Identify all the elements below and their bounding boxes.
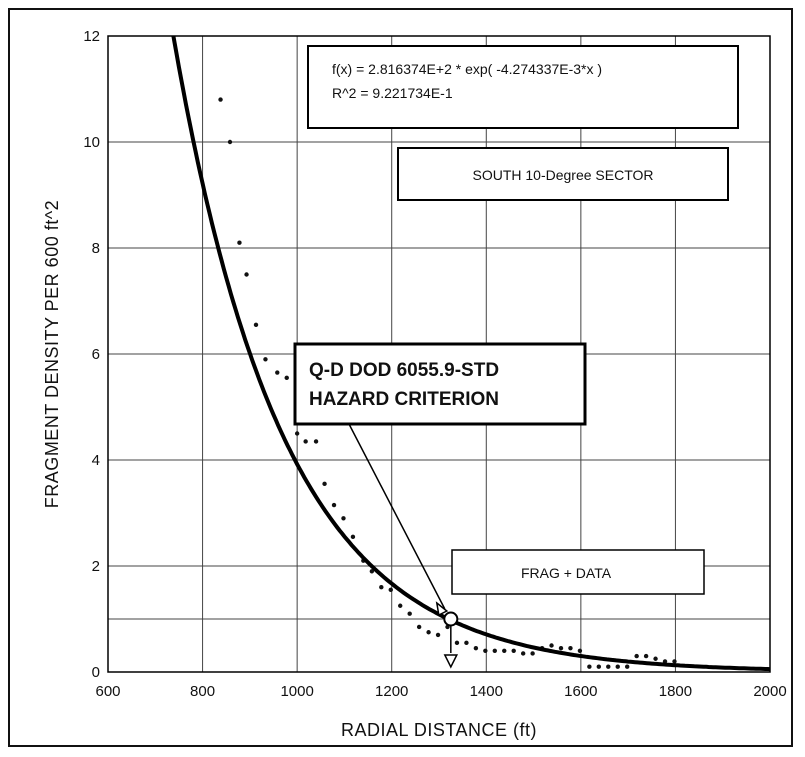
criterion-point <box>443 611 459 627</box>
data-point <box>369 569 375 574</box>
y-tick-label: 10 <box>83 134 100 151</box>
pointer-arrowhead-icon <box>435 601 449 617</box>
x-tick-label: 600 <box>95 683 120 700</box>
data-point <box>530 651 535 656</box>
legend-box <box>451 549 705 595</box>
data-point <box>643 653 649 659</box>
data-point <box>634 653 639 659</box>
data-point <box>275 370 280 375</box>
data-point <box>253 322 259 328</box>
x-tick-label: 1200 <box>375 683 408 700</box>
data-point <box>350 534 356 540</box>
data-point <box>492 648 497 653</box>
sector-label-box <box>397 147 729 201</box>
data-point <box>284 375 289 381</box>
fit-equation: f(x) = 2.816374E+2 * exp( -4.274337E-3*x… <box>332 61 602 77</box>
data-point <box>322 481 327 487</box>
plot-border <box>107 35 771 673</box>
data-point <box>237 240 242 245</box>
data-point <box>653 656 658 661</box>
data-point <box>568 645 573 651</box>
y-tick-label: 12 <box>83 28 100 45</box>
data-point <box>606 664 611 669</box>
x-tick-labels: 600 800 1000 1200 1400 1600 1800 2000 <box>95 683 786 700</box>
y-tick-labels: 0 2 4 6 8 10 12 <box>83 28 100 681</box>
data-point <box>549 643 554 648</box>
down-arrow-icon <box>443 654 459 669</box>
y-tick-label: 2 <box>92 558 100 575</box>
x-tick-label: 2000 <box>753 683 786 700</box>
data-point <box>426 630 431 635</box>
data-point <box>313 439 319 444</box>
data-point <box>558 645 564 651</box>
criterion-marker <box>435 601 459 669</box>
sector-label: SOUTH 10-Degree SECTOR <box>472 167 653 183</box>
fit-curve <box>171 36 770 672</box>
data-point <box>511 648 516 653</box>
figure-border <box>8 8 793 747</box>
data-point <box>407 611 412 616</box>
criterion-label-line2: HAZARD CRITERION <box>309 389 499 410</box>
y-tick-label: 4 <box>92 452 100 469</box>
data-point <box>379 585 384 590</box>
data-point <box>263 357 268 362</box>
data-point <box>341 516 346 521</box>
x-tick-label: 1400 <box>470 683 503 700</box>
data-point <box>596 664 602 669</box>
data-point <box>416 624 422 630</box>
y-tick-label: 6 <box>92 346 100 363</box>
criterion-label-line1: Q-D DOD 6055.9-STD <box>309 360 499 381</box>
y-axis-title: FRAGMENT DENSITY PER 600 ft^2 <box>42 200 62 508</box>
data-point <box>672 659 677 664</box>
data-point <box>294 431 300 436</box>
data-point <box>624 664 630 669</box>
criterion-pointer-line <box>348 423 446 610</box>
data-point <box>398 603 403 608</box>
data-point <box>502 648 507 653</box>
x-tick-label: 800 <box>190 683 215 700</box>
data-point <box>577 648 583 653</box>
criterion-label-box <box>293 342 587 426</box>
data-point <box>303 439 308 444</box>
x-tick-label: 1600 <box>564 683 597 700</box>
data-point <box>473 645 479 651</box>
data-point <box>388 587 393 593</box>
x-tick-label: 1000 <box>280 683 313 700</box>
data-point <box>227 139 233 145</box>
fit-r-squared: R^2 = 9.221734E-1 <box>332 85 453 101</box>
y-tick-label: 8 <box>92 240 100 257</box>
data-point <box>218 97 223 102</box>
data-point <box>435 632 441 638</box>
data-point <box>483 648 488 653</box>
data-point <box>244 272 249 277</box>
y-tick-label: 0 <box>92 664 100 681</box>
data-point <box>587 664 592 669</box>
equation-box <box>307 45 739 129</box>
data-point <box>464 640 469 646</box>
x-axis-title: RADIAL DISTANCE (ft) <box>341 720 537 740</box>
legend-entry: FRAG + DATA <box>521 565 612 581</box>
x-tick-label: 1800 <box>659 683 692 700</box>
data-point <box>331 502 337 508</box>
data-point <box>454 640 460 646</box>
data-point <box>520 651 526 656</box>
data-point <box>615 664 620 669</box>
